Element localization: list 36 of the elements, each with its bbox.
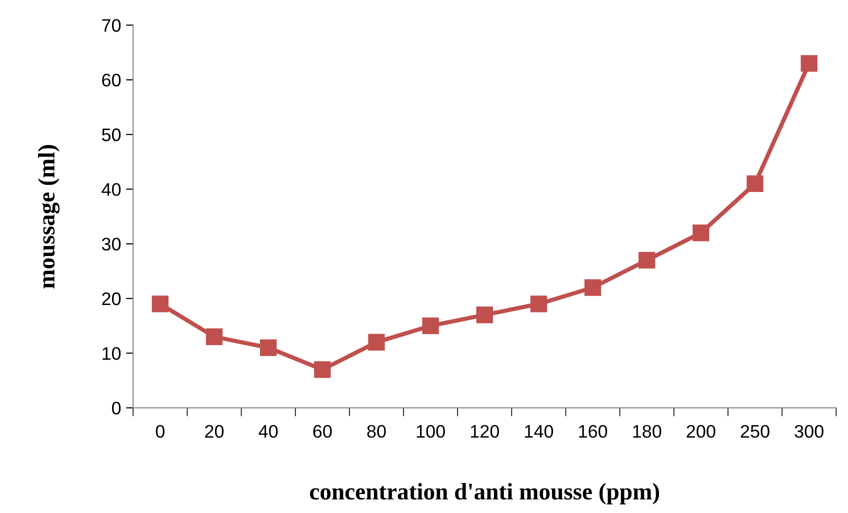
point [368, 334, 385, 351]
y-tick-label: 70 [102, 19, 121, 32]
point [638, 252, 656, 269]
x-tick-label: 0 [156, 424, 164, 438]
x-tick-label: 100 [416, 424, 445, 438]
point [692, 224, 710, 242]
point [476, 306, 493, 324]
point [584, 279, 602, 296]
x-tick-label: 60 [313, 424, 332, 438]
y-tick-label: 30 [102, 238, 121, 251]
point [800, 55, 818, 72]
x-tick-label: 250 [740, 424, 770, 438]
y-tick-label: 60 [102, 74, 121, 87]
y-tick-label: 10 [102, 347, 121, 360]
y-tick-label: 50 [102, 128, 121, 142]
y-axis-title: moussage (ml) [38, 145, 60, 288]
point [746, 175, 764, 192]
point [314, 361, 331, 378]
point [530, 296, 548, 312]
x-tick-label: 140 [525, 424, 554, 438]
point [152, 296, 169, 312]
x-tick-label: 300 [794, 424, 824, 438]
y-tick-label: 20 [102, 292, 121, 306]
x-tick-label: 180 [633, 424, 662, 438]
x-tick-label: 120 [470, 424, 499, 438]
point [422, 317, 439, 334]
point [260, 339, 277, 356]
x-tick-label: 80 [367, 424, 386, 438]
x-tick-label: 40 [258, 424, 278, 438]
y-tick-label: 40 [102, 183, 121, 196]
x-axis-title: concentration d'anti mousse (ppm) [310, 483, 660, 504]
point [206, 328, 223, 346]
x-tick-label: 160 [579, 424, 608, 438]
y-tick-label: 0 [112, 402, 121, 415]
x-tick-label: 20 [205, 424, 224, 438]
x-tick-label: 200 [686, 424, 716, 438]
